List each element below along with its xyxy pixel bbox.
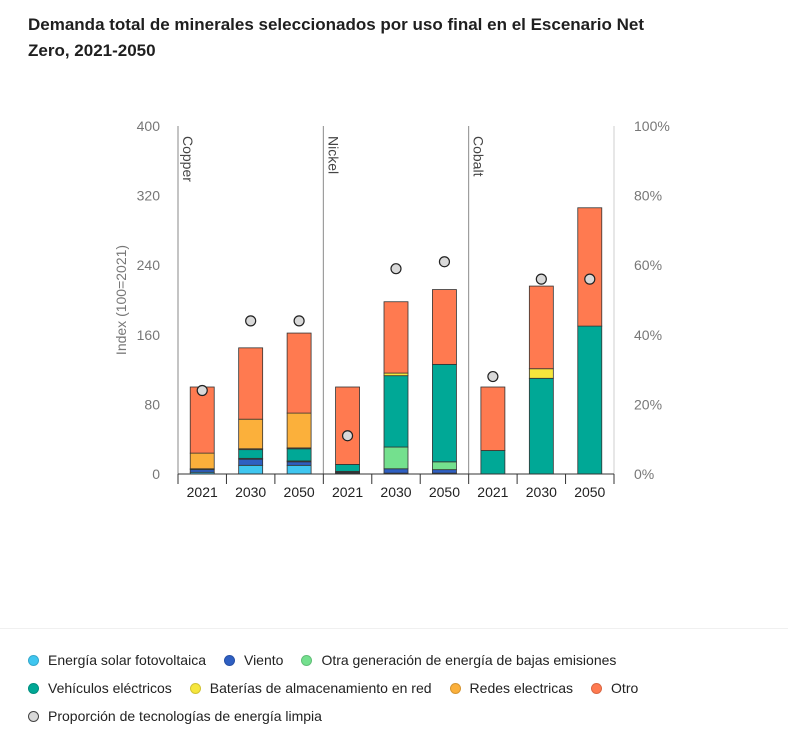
- chart-legend: Energía solar fotovoltaica Viento Otra gen…: [28, 646, 768, 730]
- legend-item[interactable]: Vehículos eléctricos: [28, 680, 172, 696]
- y2-tick-label: 0%: [634, 466, 654, 482]
- share-marker: [487, 370, 499, 383]
- legend-swatch: [223, 654, 235, 666]
- y2-tick-label: 60%: [634, 257, 662, 273]
- bar-segment: [238, 464, 264, 475]
- legend-label: Viento: [243, 652, 284, 668]
- legend-label: Otro: [611, 680, 639, 696]
- legend-item[interactable]: Energía solar fotovoltaica: [28, 652, 206, 668]
- group-label: Nickel: [325, 136, 341, 174]
- legend-row: Vehículos eléctricos Baterías de almacena…: [28, 674, 768, 702]
- bar-segment: [238, 347, 264, 420]
- x-tick-label: 2050: [284, 484, 315, 500]
- legend-label: Vehículos eléctricos: [48, 680, 172, 696]
- legend-swatch: [301, 654, 313, 666]
- y-tick-label: 240: [137, 257, 161, 273]
- legend-swatch: [28, 654, 39, 666]
- legend-swatch: [28, 682, 39, 694]
- legend-swatch: [28, 710, 39, 722]
- legend-divider: [0, 628, 788, 629]
- y2-tick-label: 40%: [634, 327, 662, 343]
- share-marker: [293, 315, 305, 327]
- legend-item[interactable]: Proporción de tecnologías de energía lim…: [28, 708, 322, 724]
- y-tick-label: 80: [144, 396, 160, 412]
- x-tick-label: 2050: [429, 484, 460, 500]
- y-tick-label: 0: [152, 466, 160, 482]
- bar-segment: [432, 363, 457, 463]
- legend-item[interactable]: Baterías de almacenamiento en red: [189, 680, 432, 696]
- bar-segment: [335, 386, 360, 465]
- bar-segment: [577, 325, 603, 475]
- share-marker: [196, 384, 208, 397]
- legend-item[interactable]: Otra generación de energía de bajas emis…: [301, 652, 616, 668]
- bar-segment: [238, 449, 264, 459]
- y-tick-label: 160: [137, 327, 161, 343]
- bar-segment: [383, 375, 409, 448]
- bar-segment: [238, 418, 264, 450]
- share-marker: [535, 273, 547, 285]
- share-marker: [584, 273, 596, 285]
- bar-segment: [238, 458, 264, 466]
- legend-swatch: [591, 682, 603, 694]
- legend-row: Proporción de tecnologías de energía lim…: [28, 702, 768, 730]
- bar-segment: [383, 468, 409, 474]
- share-marker: [438, 256, 451, 268]
- bar-segment: [432, 289, 457, 365]
- x-tick-label: 2030: [380, 484, 411, 500]
- share-marker: [341, 430, 354, 442]
- legend-item[interactable]: Redes electricas: [449, 680, 574, 696]
- bar-segment: [286, 412, 312, 449]
- x-tick-label: 2050: [574, 484, 605, 500]
- bar-segment: [528, 285, 554, 370]
- bar-segment: [383, 446, 409, 470]
- bar-segment: [189, 452, 215, 470]
- chart-title: Demanda total de minerales seleccionados…: [28, 15, 644, 60]
- bar-segment: [577, 207, 603, 327]
- bar-segment: [432, 461, 457, 471]
- bar-segment: [528, 368, 554, 379]
- bar-segment: [286, 332, 312, 414]
- legend-swatch: [449, 682, 461, 694]
- legend-row: Energía solar fotovoltaica Viento Otra gen…: [28, 646, 768, 674]
- bar-segment: [528, 377, 554, 475]
- x-tick-label: 2021: [187, 484, 218, 500]
- x-tick-label: 2021: [332, 484, 363, 500]
- bar-segment: [432, 469, 457, 474]
- bar-segment: [335, 464, 360, 472]
- bar-segment: [189, 386, 215, 454]
- y-tick-label: 400: [137, 118, 161, 134]
- bar-segment: [286, 464, 312, 475]
- share-marker: [245, 315, 257, 327]
- bar-segment: [480, 386, 506, 451]
- bar-segment: [383, 301, 409, 374]
- legend-item[interactable]: Viento: [223, 652, 284, 668]
- y-axis-label: Index (100=2021): [113, 245, 129, 355]
- x-tick-label: 2030: [526, 484, 557, 500]
- group-label: Cobalt: [471, 136, 487, 177]
- bar-segment: [286, 461, 312, 466]
- legend-item[interactable]: Otro: [591, 680, 638, 696]
- legend-label: Proporción de tecnologías de energía lim…: [48, 708, 322, 724]
- bar-segment: [286, 448, 312, 462]
- legend-label: Energía solar fotovoltaica: [48, 652, 206, 668]
- x-tick-label: 2030: [235, 484, 266, 500]
- legend-label: Otra generación de energía de bajas emis…: [321, 652, 617, 668]
- x-tick-label: 2021: [477, 484, 508, 500]
- legend-label: Baterías de almacenamiento en red: [209, 680, 432, 696]
- legend-label: Redes electricas: [469, 680, 574, 696]
- y-tick-label: 320: [137, 188, 161, 204]
- chart-svg: 0 80 160 240 320 400 0% 20% 40% 60% 80% 100% Index (…: [113, 118, 670, 500]
- y2-tick-label: 80%: [634, 188, 662, 204]
- bar-segment: [480, 450, 506, 475]
- share-marker: [390, 263, 402, 275]
- y2-tick-label: 100%: [634, 118, 670, 134]
- y2-tick-label: 20%: [634, 396, 662, 412]
- legend-swatch: [189, 682, 201, 694]
- group-label: Copper: [180, 136, 196, 182]
